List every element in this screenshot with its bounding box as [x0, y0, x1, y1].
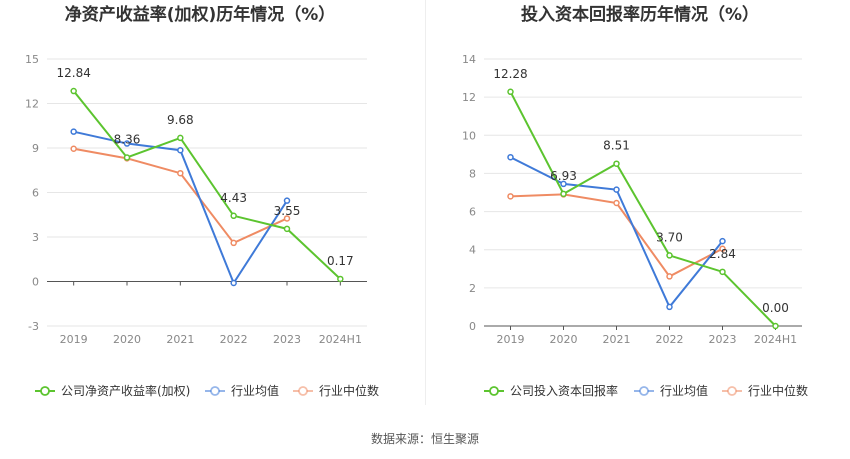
legend-marker	[210, 386, 220, 396]
data-point	[123, 154, 131, 161]
x-tick-label: 2024H1	[319, 333, 362, 346]
panel-divider	[425, 0, 426, 405]
data-point	[230, 279, 237, 287]
data-point	[177, 134, 184, 142]
x-tick-label: 2020	[550, 333, 578, 346]
series-line-0	[509, 91, 777, 327]
data-point	[70, 145, 77, 152]
y-tick-label: 2	[469, 282, 476, 295]
legend-label: 公司净资产收益率(加权)	[61, 383, 190, 398]
series-line-2	[73, 147, 288, 245]
data-point	[613, 199, 620, 207]
legend-marker	[727, 386, 737, 396]
data-point	[666, 303, 673, 311]
data-point	[666, 273, 673, 280]
data-label: 12.28	[493, 67, 527, 81]
data-label: 8.36	[114, 132, 141, 146]
data-label: 3.55	[274, 204, 301, 218]
data-label: 2.84	[709, 247, 736, 261]
legend-label: 行业均值	[660, 383, 708, 398]
x-tick-label: 2023	[709, 333, 737, 346]
roic-chart: 投入资本回报率历年情况（%） 14 12 10 8 6 4 2 0 2019 2020 2021 202…	[462, 4, 808, 398]
legend-marker	[40, 386, 50, 396]
series-line-2	[510, 193, 723, 278]
y-tick-label: 14	[462, 53, 476, 66]
data-label: 12.84	[56, 66, 90, 80]
y-tick-label: -3	[28, 320, 39, 333]
legend-item-1[interactable]: 行业均值	[205, 383, 279, 398]
data-point	[70, 87, 77, 95]
data-point	[283, 197, 291, 204]
data-label: 0.17	[327, 254, 354, 268]
legend-item-0[interactable]: 公司净资产收益率(加权)	[35, 383, 190, 398]
y-tick-label: 15	[25, 53, 39, 66]
legend-item-2[interactable]: 行业中位数	[293, 383, 379, 398]
data-point	[230, 239, 237, 247]
y-tick-label: 12	[25, 98, 39, 111]
data-point	[719, 268, 726, 276]
data-label: 0.00	[762, 301, 789, 315]
y-tick-label: 3	[32, 231, 39, 244]
x-tick-label: 2019	[60, 333, 88, 346]
x-tick-label: 2019	[497, 333, 525, 346]
data-label: 6.93	[550, 169, 577, 183]
data-point	[560, 180, 567, 188]
data-source: 数据来源：恒生聚源	[370, 432, 479, 446]
x-tick-label: 2023	[273, 333, 301, 346]
x-tick-label: 2021	[166, 333, 194, 346]
y-tick-label: 4	[469, 244, 476, 257]
chart-title: 净资产收益率(加权)历年情况（%）	[65, 4, 336, 25]
data-point	[719, 245, 726, 253]
data-point	[283, 215, 291, 222]
x-tick-label: 2022	[220, 333, 248, 346]
legend-marker	[639, 386, 649, 396]
data-point	[123, 140, 131, 147]
legend-marker	[489, 386, 499, 396]
data-label: 4.43	[220, 191, 247, 205]
roe-chart: 净资产收益率(加权)历年情况（%） 15 12 9 6 3 0 -3 2019 2020 2021 2…	[25, 4, 379, 398]
series-line-1	[510, 156, 724, 309]
y-tick-label: 8	[469, 167, 476, 180]
x-tick-label: 2022	[656, 333, 684, 346]
data-point	[666, 252, 673, 259]
legend-label: 行业中位数	[319, 383, 379, 398]
x-tick-label: 2021	[603, 333, 631, 346]
data-point	[283, 225, 291, 233]
data-point	[177, 169, 184, 177]
y-tick-label: 0	[469, 320, 476, 333]
data-point	[177, 146, 184, 154]
legend-label: 行业中位数	[748, 383, 808, 398]
data-point	[613, 160, 620, 167]
series-line-0	[72, 90, 342, 280]
data-point	[560, 190, 567, 198]
chart-title: 投入资本回报率历年情况（%）	[521, 4, 759, 25]
legend-item-2[interactable]: 行业中位数	[722, 383, 808, 398]
y-tick-label: 0	[32, 276, 39, 289]
y-tick-label: 6	[32, 187, 39, 200]
legend-item-0[interactable]: 公司投入资本回报率	[484, 383, 618, 398]
data-label: 9.68	[167, 113, 194, 127]
x-tick-label: 2024H1	[754, 333, 797, 346]
data-point	[719, 237, 726, 245]
data-point	[70, 128, 77, 135]
y-tick-label: 12	[462, 91, 476, 104]
y-tick-label: 9	[32, 142, 39, 155]
legend-marker	[298, 386, 308, 396]
data-point	[507, 88, 514, 96]
data-point	[507, 153, 514, 161]
data-point	[772, 322, 779, 330]
legend-label: 行业均值	[231, 383, 279, 398]
y-tick-label: 10	[462, 129, 476, 142]
y-tick-label: 6	[469, 206, 476, 219]
data-point	[230, 212, 237, 220]
data-point	[507, 193, 514, 200]
data-label: 8.51	[603, 139, 630, 153]
legend-label: 公司投入资本回报率	[510, 383, 618, 398]
x-tick-label: 2020	[113, 333, 141, 346]
legend-item-1[interactable]: 行业均值	[634, 383, 708, 398]
data-point	[613, 186, 620, 193]
data-point	[337, 275, 344, 283]
data-label: 3.70	[656, 230, 683, 244]
